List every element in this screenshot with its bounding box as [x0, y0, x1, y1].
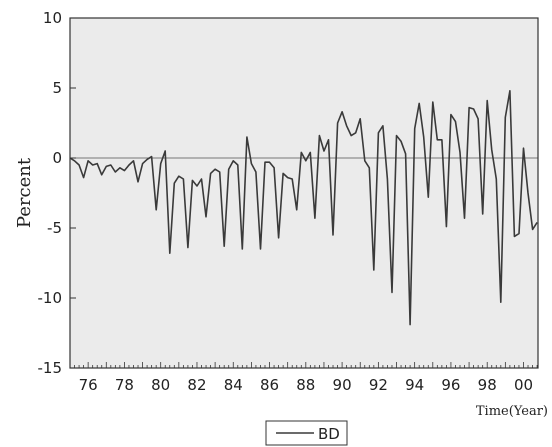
- x-tick-label: 82: [187, 376, 206, 394]
- legend: BD: [265, 420, 348, 446]
- x-tick-label: 90: [333, 376, 352, 394]
- x-tick-label: 86: [260, 376, 279, 394]
- y-tick-label: -10: [38, 289, 63, 307]
- y-axis-label: Percent: [14, 157, 35, 228]
- y-tick-label: 10: [43, 9, 62, 27]
- x-tick-label: 94: [405, 376, 424, 394]
- y-tick-label: 5: [52, 79, 62, 97]
- plot-frame: [69, 17, 539, 369]
- x-tick-label: 98: [478, 376, 497, 394]
- x-tick-label: 84: [224, 376, 243, 394]
- x-tick-label: 00: [514, 376, 533, 394]
- x-axis-label: Time(Year): [476, 404, 548, 419]
- x-tick-label: 80: [151, 376, 170, 394]
- x-tick-label: 76: [79, 376, 98, 394]
- plot-area: [70, 18, 538, 368]
- x-tick-label: 88: [296, 376, 315, 394]
- x-tick-label: 78: [115, 376, 134, 394]
- x-tick-label: 96: [441, 376, 460, 394]
- series-line-bd: [69, 90, 538, 326]
- legend-label-bd: BD: [318, 425, 340, 443]
- x-tick-label: 92: [369, 376, 388, 394]
- y-tick-label: -15: [38, 359, 63, 377]
- y-tick-label: 0: [52, 149, 62, 167]
- y-tick-label: -5: [47, 219, 62, 237]
